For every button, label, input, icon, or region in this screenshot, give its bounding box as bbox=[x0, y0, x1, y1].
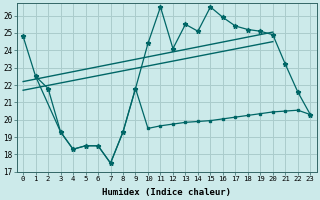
X-axis label: Humidex (Indice chaleur): Humidex (Indice chaleur) bbox=[102, 188, 231, 197]
